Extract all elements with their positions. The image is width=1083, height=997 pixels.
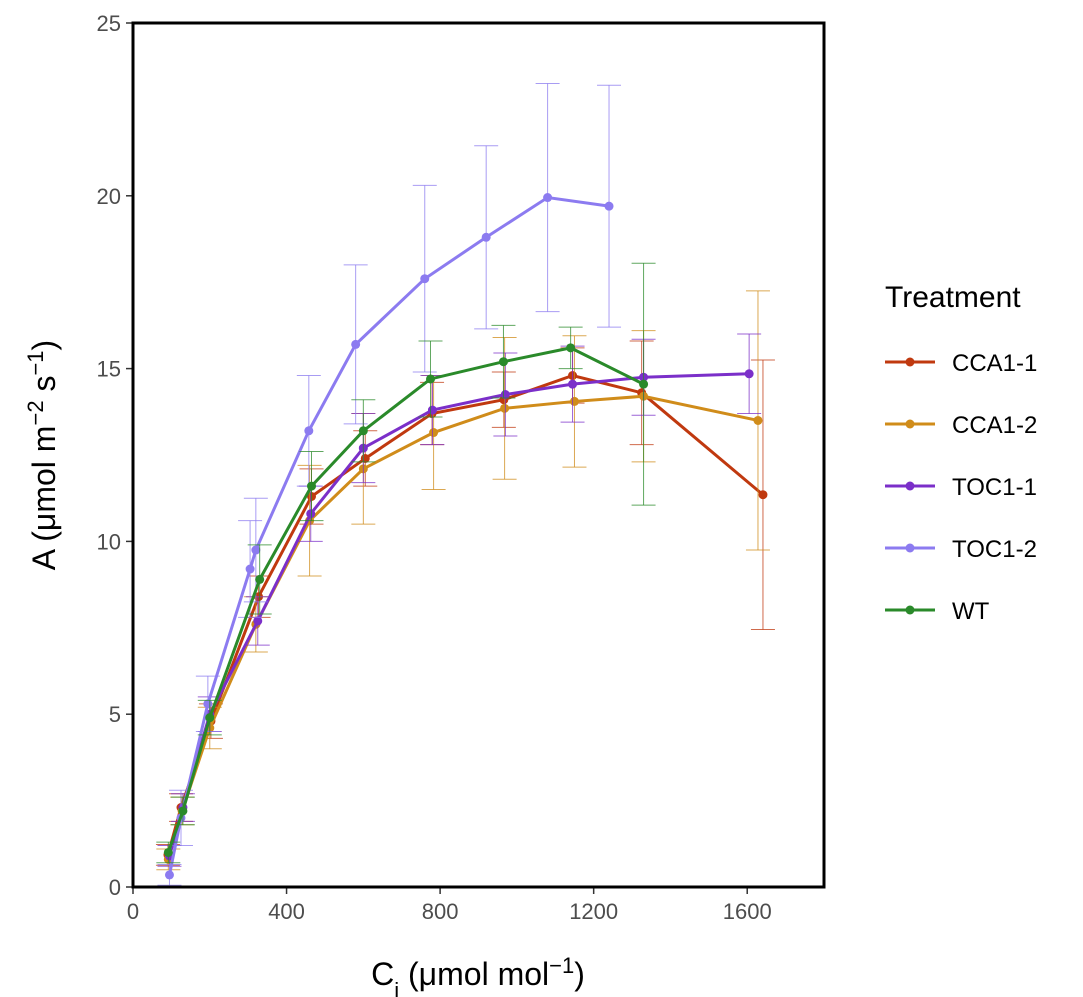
y-tick-label: 0 <box>109 875 121 900</box>
point <box>253 616 263 626</box>
legend-label: TOC1-2 <box>952 536 1037 563</box>
legend-label: TOC1-1 <box>952 474 1037 501</box>
point <box>758 490 768 500</box>
legend-title: Treatment <box>885 281 1021 314</box>
x-tick-label: 400 <box>268 899 305 924</box>
point <box>566 343 576 353</box>
point <box>163 847 173 857</box>
legend-label: WT <box>952 598 990 625</box>
x-axis-title-part: i <box>394 978 399 997</box>
y-tick-label: 25 <box>97 11 121 36</box>
y-axis-title: A (μmol m−2 s−1) <box>23 340 63 570</box>
x-axis-title-part: (μmol mol <box>399 956 549 992</box>
legend-label: CCA1-1 <box>952 350 1037 377</box>
y-axis-title-part: −1 <box>23 350 48 375</box>
y-tick-label: 5 <box>109 702 121 727</box>
x-tick-label: 1200 <box>569 899 618 924</box>
point <box>420 274 430 284</box>
y-axis-title-part: s <box>26 376 62 401</box>
y-tick-label: 10 <box>97 529 121 554</box>
series-line <box>166 373 764 856</box>
point <box>639 379 649 389</box>
point <box>245 564 255 574</box>
series <box>157 82 622 886</box>
point <box>307 481 317 491</box>
legend-point <box>905 605 915 615</box>
y-axis-title-part: −2 <box>23 400 48 425</box>
x-tick-label: 0 <box>127 899 139 924</box>
series-line <box>166 346 645 853</box>
series <box>157 333 762 867</box>
series <box>156 262 656 864</box>
point <box>358 426 368 436</box>
legend-point <box>905 419 915 429</box>
x-tick-label: 1600 <box>723 899 772 924</box>
series <box>156 290 770 871</box>
point <box>251 545 261 555</box>
x-axis-title-part: C <box>371 956 394 992</box>
point <box>498 357 508 367</box>
point <box>205 713 215 723</box>
y-tick-label: 15 <box>97 357 121 382</box>
x-tick-label: 800 <box>422 899 459 924</box>
point <box>744 369 754 379</box>
point <box>426 374 436 384</box>
y-axis-title-part: ) <box>26 340 62 351</box>
point <box>164 870 174 880</box>
series-line <box>168 372 750 857</box>
x-axis-title: Ci (μmol mol−1) <box>371 953 585 997</box>
series <box>155 340 775 866</box>
point <box>306 509 316 519</box>
y-tick-label: 20 <box>97 184 121 209</box>
legend-label: CCA1-2 <box>952 412 1037 439</box>
point <box>500 403 510 413</box>
x-axis-title-part: −1 <box>549 953 574 978</box>
legend-point <box>905 481 915 491</box>
point <box>481 232 491 242</box>
point <box>427 405 437 415</box>
point <box>604 201 614 211</box>
point <box>178 806 188 816</box>
x-axis-title-part: ) <box>574 956 585 992</box>
point <box>255 574 265 584</box>
point <box>543 193 553 203</box>
point <box>568 379 578 389</box>
point <box>351 339 361 349</box>
point <box>429 428 439 438</box>
y-axis-title-part: A (μmol m <box>26 426 62 571</box>
point <box>753 415 763 425</box>
point <box>569 396 579 406</box>
plot-frame <box>131 21 826 889</box>
point <box>304 426 314 436</box>
legend-point <box>905 543 915 553</box>
series-line <box>167 195 610 876</box>
legend-point <box>905 357 915 367</box>
